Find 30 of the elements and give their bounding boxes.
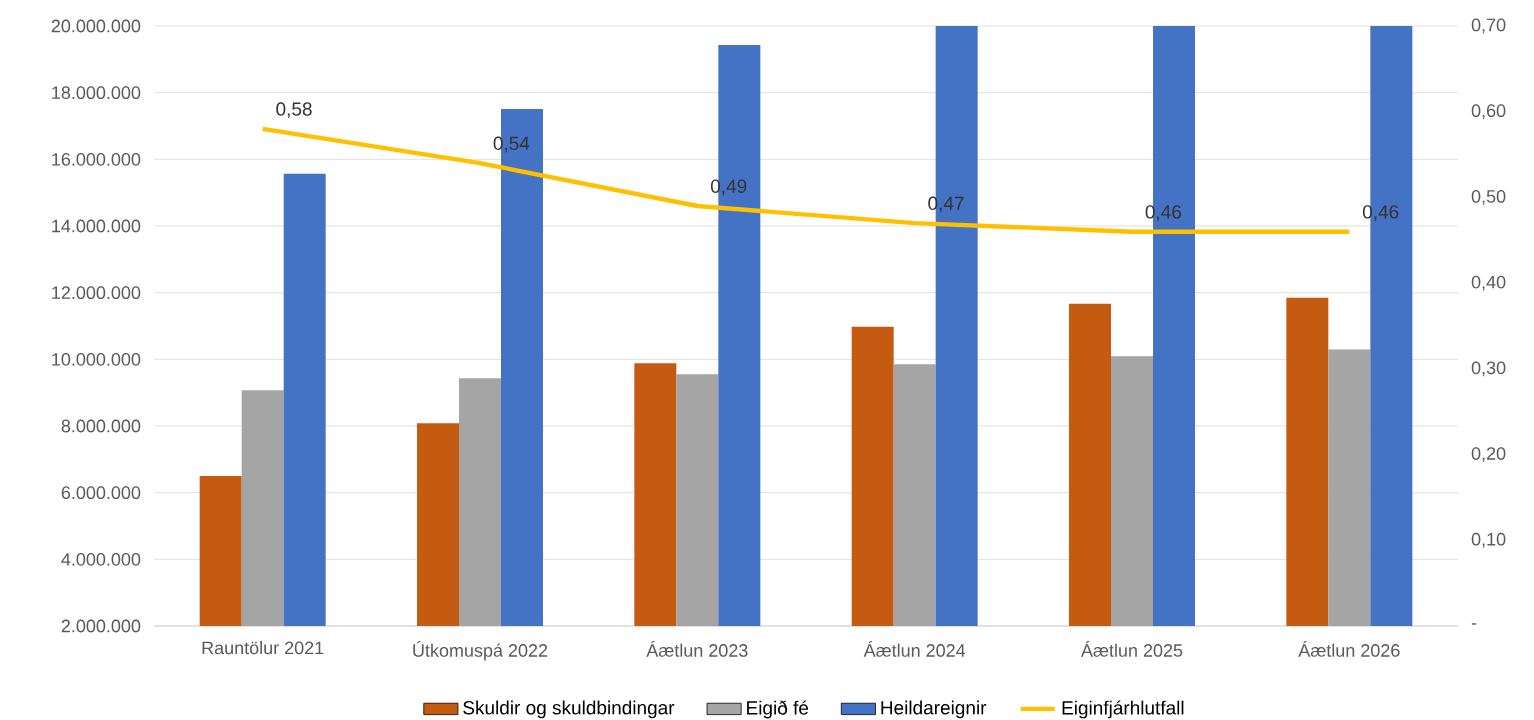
line-series [260, 126, 1352, 234]
legend-label: Eiginfjárhlutfall [1062, 700, 1184, 719]
x-tick-label: Útkomuspá 2022 [413, 641, 548, 661]
data-label: 0,58 [276, 102, 312, 119]
x-tick-label: Áætlun 2026 [1298, 641, 1400, 657]
x-tick-label: Áætlun 2023 [646, 641, 748, 657]
y2-tick-label: 0,10 [1471, 532, 1506, 548]
y-tick-label: 4.000.000 [61, 552, 141, 566]
y2-tick-label: 0,60 [1471, 104, 1506, 120]
y-tick-label: 18.000.000 [52, 86, 141, 100]
y-tick-label: 14.000.000 [52, 219, 141, 233]
y2-tick-label: 0,20 [1471, 447, 1506, 462]
y-tick-label: 20.000.000 [51, 19, 141, 33]
y-tick-label: 16.000.000 [52, 152, 141, 166]
y2-tick-label: 0,70 [1471, 18, 1506, 34]
x-tick-label: Áætlun 2024 [863, 641, 966, 657]
y2-tick-label: 0,40 [1471, 275, 1506, 291]
legend-label: Heildareignir [881, 700, 987, 719]
y-tick-label: 10.000.000 [52, 352, 141, 366]
y-tick-label: 2.000.000 [61, 619, 141, 633]
legend-label: Skuldir og skuldbindingar [463, 700, 675, 719]
legend-label: Eigið fé [747, 700, 809, 719]
y2-tick-label: 0,30 [1471, 361, 1506, 377]
y-tick-label: 12.000.000 [52, 286, 141, 300]
y-tick-label: 8.000.000 [61, 419, 141, 433]
x-tick-label: Rauntölur 2021 [202, 641, 324, 655]
y2-tick-label: - [1471, 623, 1477, 625]
y-tick-label: 6.000.000 [61, 486, 141, 500]
y2-tick-label: 0,50 [1471, 190, 1506, 205]
x-tick-label: Áætlun 2025 [1081, 641, 1183, 657]
